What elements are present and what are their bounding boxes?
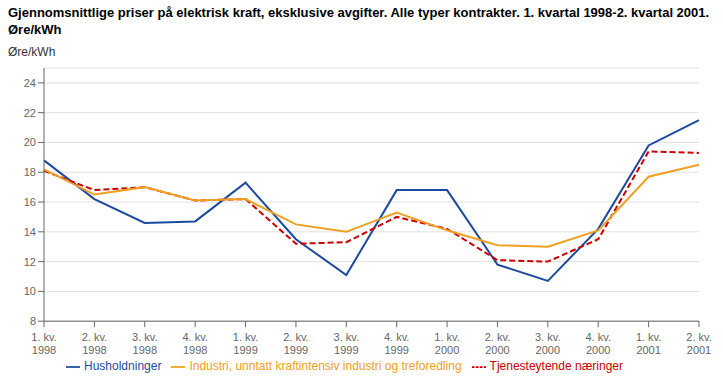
- svg-text:2. kv.2001: 2. kv.2001: [686, 331, 711, 356]
- svg-text:8: 8: [30, 315, 36, 327]
- svg-text:4. kv.1998: 4. kv.1998: [182, 331, 207, 356]
- html-text:Industri, unntatt kraftintensi: Industri, unntatt kraftintensiv industri…: [189, 359, 462, 374]
- svg-text:2. kv.2000: 2. kv.2000: [485, 331, 510, 356]
- svg-text:3. kv.1998: 3. kv.1998: [132, 331, 157, 356]
- svg-text:24: 24: [24, 77, 36, 89]
- svg-text:3. kv.1999: 3. kv.1999: [334, 331, 359, 356]
- svg-text:12: 12: [24, 256, 36, 268]
- svg-text:3. kv.2000: 3. kv.2000: [535, 331, 560, 356]
- svg-text:4. kv.1999: 4. kv.1999: [384, 331, 409, 356]
- html-text:Tjenesteytende næringer: Tjenesteytende næringer: [489, 359, 623, 374]
- svg-text:1. kv.2001: 1. kv.2001: [636, 331, 661, 356]
- svg-text:2. kv.1998: 2. kv.1998: [82, 331, 107, 356]
- svg-text:1. kv.1999: 1. kv.1999: [233, 331, 258, 356]
- svg-text:4. kv.2000: 4. kv.2000: [585, 331, 610, 356]
- svg-text:20: 20: [24, 136, 36, 148]
- html-text:Øre/kWh: Øre/kWh: [8, 45, 56, 59]
- svg-text:16: 16: [24, 196, 36, 208]
- svg-text:10: 10: [24, 285, 36, 297]
- svg-text:18: 18: [24, 166, 36, 178]
- svg-text:22: 22: [24, 107, 36, 119]
- svg-text:1. kv.2000: 1. kv.2000: [434, 331, 459, 356]
- svg-text:1. kv.1998: 1. kv.1998: [31, 331, 56, 356]
- html-text:Husholdninger: Husholdninger: [84, 359, 162, 374]
- svg-text:2. kv.1999: 2. kv.1999: [283, 331, 308, 356]
- svg-text:14: 14: [24, 226, 36, 238]
- html-text:Gjennomsnittlige priser på ele: Gjennomsnittlige priser på elektrisk kra…: [8, 5, 710, 37]
